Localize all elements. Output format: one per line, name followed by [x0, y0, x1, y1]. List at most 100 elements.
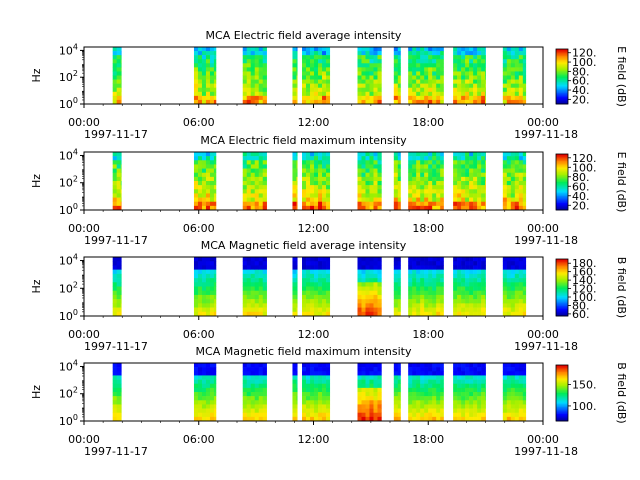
- spectrogram-cell: [424, 273, 429, 279]
- spectrogram-cell: [424, 408, 429, 414]
- spectrogram-cell: [412, 95, 417, 101]
- spectrogram-cell: [314, 172, 319, 178]
- spectrogram-cell: [242, 379, 248, 385]
- spectrogram-cell: [120, 269, 122, 275]
- spectrogram-cell: [120, 375, 122, 380]
- spectrogram-cell: [377, 265, 382, 270]
- spectrogram-cell: [420, 303, 425, 308]
- spectrogram-cell: [326, 91, 331, 97]
- spectrogram-cell: [457, 87, 462, 93]
- spectrogram-cell: [314, 185, 319, 190]
- spectrogram-cell: [314, 404, 319, 409]
- spectrogram-cell: [369, 164, 374, 169]
- spectrogram-cell: [514, 47, 520, 52]
- spectrogram-cell: [296, 290, 298, 296]
- spectrogram-cell: [357, 172, 362, 178]
- spectrogram-cell: [254, 172, 260, 178]
- spectrogram-cell: [469, 185, 474, 190]
- spectrogram-cell: [322, 160, 327, 165]
- spectrogram-cell: [209, 185, 215, 190]
- colorbar-segment: [556, 314, 568, 317]
- colorbar-segment: [556, 79, 568, 82]
- colorbar-label: B field (dB): [615, 257, 628, 318]
- spectrogram-cell: [318, 181, 323, 186]
- spectrogram-cell: [262, 404, 267, 409]
- spectrogram-cell: [306, 278, 311, 283]
- spectrogram-cell: [296, 257, 298, 262]
- spectrogram-cell: [357, 416, 362, 422]
- spectrogram-cell: [457, 269, 462, 275]
- spectrogram-cell: [416, 59, 421, 64]
- colorbar-segment: [556, 177, 568, 180]
- spectrogram-cell: [432, 282, 437, 287]
- spectrogram-cell: [306, 95, 311, 101]
- spectrogram-cell: [412, 87, 417, 93]
- spectrogram-cell: [292, 197, 297, 203]
- spectrogram-cell: [377, 257, 382, 262]
- spectrogram-cell: [292, 201, 297, 207]
- spectrogram-cell: [326, 400, 331, 405]
- spectrogram-cell: [116, 290, 121, 296]
- spectrogram-cell: [262, 363, 267, 368]
- spectrogram-cell: [361, 269, 366, 275]
- spectrogram-cell: [318, 257, 323, 262]
- spectrogram-cell: [465, 396, 470, 401]
- spectrogram-cell: [254, 387, 260, 393]
- spectrogram-cell: [473, 176, 478, 182]
- spectrogram-cell: [318, 75, 323, 80]
- spectrogram-cell: [481, 261, 486, 266]
- spectrogram-cell: [250, 290, 256, 296]
- spectrogram-cell: [205, 79, 211, 84]
- colorbar-segment: [556, 182, 568, 184]
- spectrogram-cell: [393, 75, 399, 80]
- spectrogram-cell: [310, 299, 315, 304]
- spectrogram-cell: [193, 79, 199, 84]
- spectrogram-cell: [440, 299, 444, 304]
- spectrogram-cell: [377, 156, 382, 161]
- spectrogram-cell: [326, 164, 331, 169]
- spectrogram-cell: [502, 95, 508, 101]
- colorbar-segment: [556, 93, 568, 95]
- spectrogram-cell: [465, 400, 470, 405]
- spectrogram-cell: [250, 404, 256, 409]
- colorbar-segment: [556, 75, 568, 77]
- spectrogram-cell: [116, 193, 121, 198]
- spectrogram-cell: [205, 269, 211, 275]
- spectrogram-cell: [522, 63, 527, 68]
- spectrogram-cell: [465, 71, 470, 76]
- spectrogram-cell: [432, 189, 437, 194]
- spectrogram-cell: [393, 282, 399, 287]
- spectrogram-cell: [420, 367, 425, 372]
- panel-3: MCA Magnetic field average intensity1001…: [30, 239, 628, 353]
- spectrogram-cell: [506, 311, 512, 317]
- spectrogram-cell: [461, 63, 466, 68]
- spectrogram-cell: [477, 261, 482, 266]
- spectrogram-cell: [246, 164, 252, 169]
- spectrogram-cell: [408, 197, 413, 203]
- spectrogram-cell: [481, 282, 486, 287]
- spectrogram-cell: [258, 379, 264, 385]
- spectrogram-cell: [436, 392, 441, 397]
- spectrogram-cell: [510, 299, 516, 304]
- spectrogram-cell: [481, 152, 486, 157]
- spectrogram-cell: [318, 282, 323, 287]
- spectrogram-cell: [477, 416, 482, 422]
- spectrogram-cell: [506, 379, 512, 385]
- colorbar-segment: [556, 158, 568, 160]
- spectrogram-cell: [326, 412, 331, 418]
- spectrogram-cell: [193, 51, 199, 56]
- spectrogram-cell: [205, 416, 211, 422]
- spectrogram-cell: [365, 307, 370, 313]
- spectrogram-cell: [197, 307, 203, 313]
- spectrogram-cell: [262, 47, 267, 52]
- spectrogram-cell: [213, 286, 217, 292]
- spectrogram-cell: [436, 67, 441, 72]
- spectrogram-cell: [246, 176, 252, 182]
- spectrogram-cell: [302, 63, 307, 68]
- spectrogram-cell: [112, 63, 117, 68]
- spectrogram-cell: [420, 156, 425, 161]
- data-block: [502, 257, 527, 317]
- spectrogram: [112, 152, 527, 211]
- spectrogram-cell: [258, 269, 264, 275]
